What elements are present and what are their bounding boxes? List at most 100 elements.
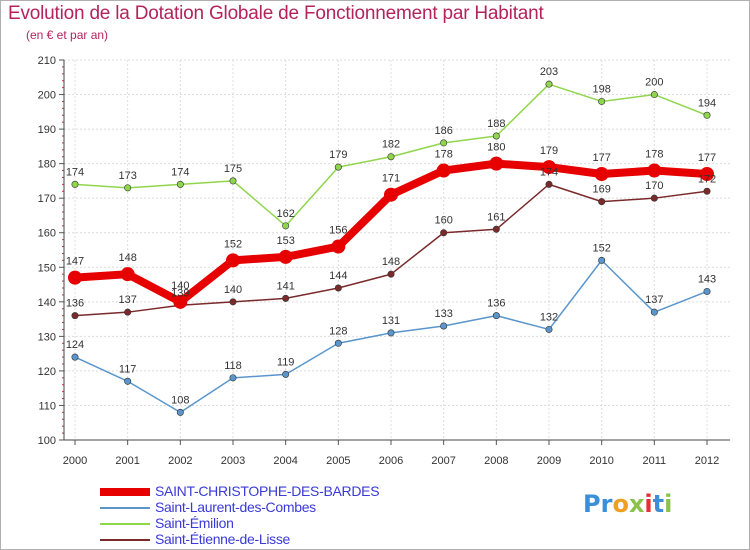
data-point (387, 153, 395, 161)
data-point (703, 287, 711, 295)
data-point (545, 80, 553, 88)
x-tick-label: 2001 (115, 455, 139, 467)
data-point (542, 160, 556, 175)
data-label: 131 (382, 315, 400, 327)
y-tick-label: 130 (38, 331, 56, 343)
data-point (68, 270, 82, 285)
y-tick-label: 160 (38, 228, 56, 240)
data-point (594, 167, 609, 181)
logo-letter: x (628, 490, 645, 518)
data-label: 198 (592, 83, 610, 95)
series-1 (71, 256, 711, 416)
legend-label: Saint-Émilion (155, 515, 234, 531)
data-label: 117 (119, 363, 137, 375)
legend: SAINT-CHRISTOPHE-DES-BARDES Saint-Lauren… (100, 483, 460, 548)
data-label: 177 (698, 152, 716, 164)
x-tick-label: 2009 (537, 455, 561, 467)
data-point (489, 156, 504, 171)
legend-swatch (100, 488, 150, 496)
data-label: 124 (66, 339, 84, 351)
legend-item-saint-emilion[interactable]: Saint-Émilion (100, 515, 460, 532)
data-point (387, 270, 395, 278)
data-label: 119 (277, 356, 295, 368)
data-label: 188 (487, 118, 505, 130)
data-label: 153 (276, 235, 294, 247)
data-label: 140 (171, 280, 189, 292)
data-label: 169 (592, 184, 610, 196)
data-label: 133 (434, 308, 452, 320)
logo-letter: P (583, 490, 601, 518)
x-tick-label: 2010 (589, 455, 613, 467)
x-tick-label: 2008 (484, 455, 508, 467)
data-label: 156 (329, 225, 347, 237)
data-label: 173 (118, 170, 136, 182)
data-point (650, 91, 658, 99)
legend-item-saint-christophe[interactable]: SAINT-CHRISTOPHE-DES-BARDES (100, 483, 460, 500)
data-point (331, 239, 346, 254)
logo-letter: t (652, 490, 665, 518)
y-tick-label: 200 (38, 90, 56, 102)
plot-area (64, 60, 730, 440)
proxiti-logo: Proxiti (583, 490, 672, 518)
chart-subtitle: (en € et par an) (26, 28, 109, 42)
data-label: 171 (382, 173, 400, 185)
data-label: 162 (276, 208, 294, 220)
data-label: 140 (224, 284, 242, 296)
y-tick-label: 150 (38, 262, 56, 274)
data-point (598, 256, 606, 264)
data-label: 141 (276, 280, 294, 292)
data-label: 128 (329, 325, 347, 337)
series-2 (71, 80, 711, 230)
data-label: 175 (224, 163, 242, 175)
data-label: 161 (487, 211, 505, 223)
data-label: 148 (118, 252, 136, 264)
data-point (124, 377, 132, 385)
data-point (334, 163, 342, 171)
logo-letter: r (600, 490, 613, 518)
legend-swatch (100, 523, 150, 525)
data-label: 174 (171, 166, 189, 178)
y-tick-label: 180 (38, 159, 56, 171)
data-label: 143 (698, 273, 716, 285)
data-point (229, 374, 237, 382)
data-label: 147 (66, 256, 84, 268)
data-point (278, 249, 293, 264)
x-tick-label: 2000 (63, 455, 87, 467)
data-label: 203 (540, 66, 558, 78)
chart-title: Evolution de la Dotation Globale de Fonc… (8, 3, 544, 24)
data-point (282, 294, 290, 302)
series-0 (68, 156, 714, 309)
data-point (647, 163, 662, 178)
data-label: 179 (329, 149, 347, 161)
data-point (650, 308, 658, 316)
data-point (703, 187, 711, 195)
data-point (226, 253, 240, 268)
data-point (124, 184, 132, 192)
data-label: 178 (434, 149, 452, 161)
data-label: 179 (540, 145, 558, 157)
legend-item-saint-laurent[interactable]: Saint-Laurent-des-Combes (100, 499, 460, 516)
data-point (229, 177, 237, 185)
data-point (492, 132, 500, 140)
legend-item-saint-etienne[interactable]: Saint-Étienne-de-Lisse (100, 531, 460, 548)
x-tick-label: 2007 (431, 455, 455, 467)
data-point (173, 294, 188, 309)
data-label: 118 (224, 360, 242, 372)
y-tick-label: 110 (38, 400, 56, 412)
data-label: 137 (645, 294, 663, 306)
data-point (598, 97, 606, 105)
data-point (124, 308, 132, 316)
legend-swatch (100, 507, 150, 509)
logo-letter: i (664, 490, 673, 518)
y-tick-label: 140 (38, 297, 56, 309)
data-point (282, 222, 290, 230)
data-label: 178 (645, 149, 663, 161)
legend-swatch (100, 539, 150, 541)
data-point (120, 267, 135, 282)
data-label: 170 (645, 180, 663, 192)
data-point (545, 180, 553, 188)
data-label: 174 (540, 166, 558, 178)
legend-label: Saint-Laurent-des-Combes (155, 499, 316, 515)
legend-label: Saint-Étienne-de-Lisse (155, 531, 291, 547)
y-tick-label: 170 (38, 193, 56, 205)
